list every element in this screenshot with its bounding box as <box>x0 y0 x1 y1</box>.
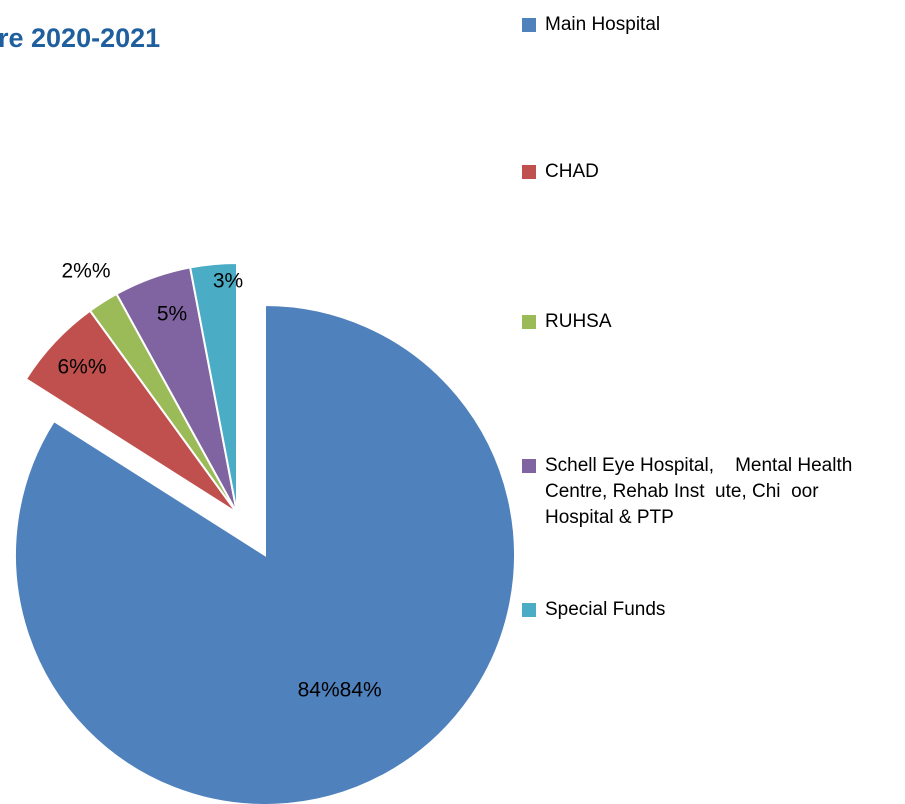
data-label: 3% <box>213 270 243 293</box>
legend-swatch <box>522 459 536 473</box>
legend-swatch <box>522 603 536 617</box>
data-label: 6%% <box>57 356 106 379</box>
legend-swatch <box>522 18 536 32</box>
legend-label: Schell Eye Hospital, Mental Health Centr… <box>545 455 858 528</box>
legend-swatch <box>522 315 536 329</box>
legend-label: CHAD <box>545 161 599 182</box>
data-label: 5% <box>157 303 187 326</box>
data-label: 2%% <box>61 260 110 283</box>
legend-label: Main Hospital <box>545 14 661 35</box>
legend-label: Special Funds <box>545 599 666 620</box>
pie-slice <box>14 303 516 804</box>
chart-title: re 2020-2021 <box>0 23 160 53</box>
pie-slice <box>188 261 238 514</box>
data-label: 84%84% <box>298 678 382 701</box>
legend-label: RUHSA <box>545 311 612 332</box>
legend-swatch <box>522 165 536 179</box>
